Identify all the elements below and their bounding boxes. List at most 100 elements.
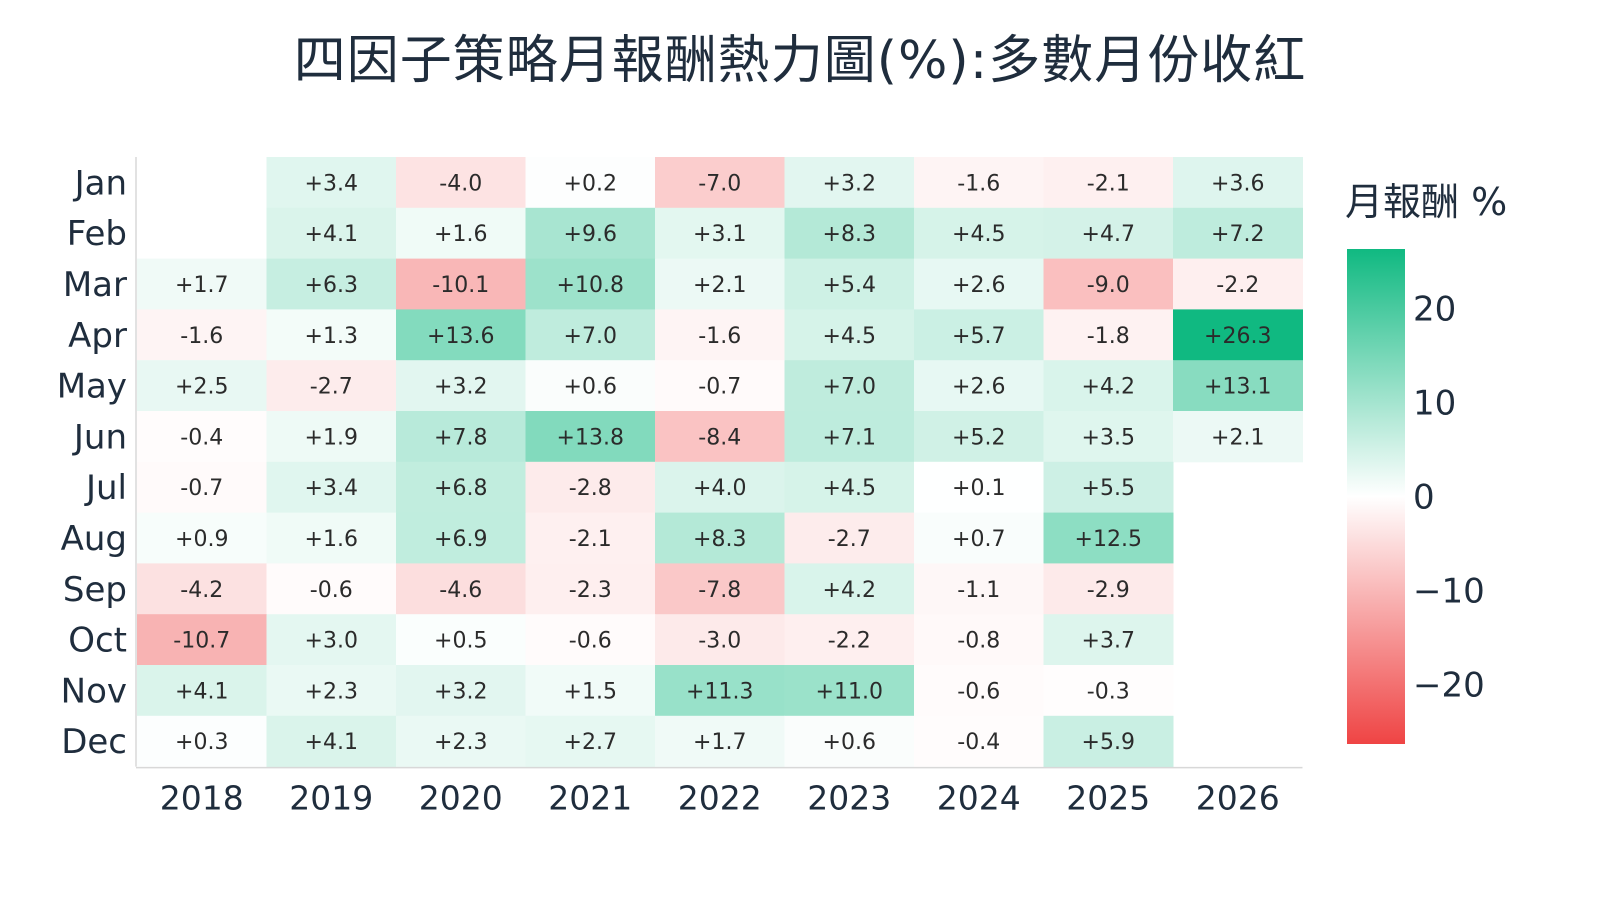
heatmap-cell-jul-2022 (655, 461, 785, 514)
cell-label-nov-2019: +2.3 (305, 679, 358, 704)
heatmap-cell-jul-2023 (784, 461, 915, 514)
y-tick-label-feb: Feb (67, 214, 127, 254)
cell-label-jan-2023: +3.2 (823, 171, 876, 196)
heatmap-cell-feb-2025 (1043, 207, 1174, 260)
heatmap-cell-jun-2026 (1173, 411, 1303, 463)
cell-label-apr-2020: +13.6 (427, 324, 494, 349)
colorbar-tick-0: 0 (1413, 478, 1435, 518)
heatmap-cell-oct-2023 (784, 614, 915, 666)
cell-label-feb-2019: +4.1 (305, 222, 358, 247)
heatmap-cell-jun-2024 (914, 411, 1044, 463)
heatmap-cell-may-2020 (396, 360, 526, 412)
heatmap-cell-jul-2025 (1043, 461, 1174, 514)
y-tick-label-nov: Nov (61, 671, 127, 711)
heatmap-cell-may-2021 (525, 360, 656, 412)
y-tick-label-jan: Jan (73, 163, 127, 203)
cell-label-feb-2020: +1.6 (434, 222, 487, 247)
cell-label-jul-2024: +0.1 (952, 476, 1005, 501)
cell-label-jan-2019: +3.4 (305, 171, 358, 196)
heatmap-cell-oct-2025 (1043, 614, 1174, 666)
cell-label-jan-2025: -2.1 (1087, 171, 1130, 196)
heatmap-cell-dec-2022 (655, 715, 785, 768)
x-tick-label-2026: 2026 (1196, 779, 1280, 818)
cell-label-jun-2023: +7.1 (823, 425, 876, 450)
cell-label-mar-2019: +6.3 (305, 273, 358, 298)
cell-label-jun-2024: +5.2 (952, 425, 1005, 450)
x-tick-label-2021: 2021 (548, 779, 632, 818)
heatmap-cell-nov-2021 (525, 665, 656, 717)
heatmap-cell-aug-2020 (396, 512, 526, 564)
cell-label-jun-2020: +7.8 (434, 425, 487, 450)
cell-label-jan-2022: -7.0 (698, 171, 741, 196)
heatmap-cell-aug-2025 (1043, 512, 1174, 564)
cell-label-feb-2024: +4.5 (952, 222, 1005, 247)
colorbar-title: 月報酬 % (1345, 180, 1507, 224)
heatmap-cell-mar-2020 (396, 258, 526, 310)
heatmap-cell-may-2022 (655, 360, 785, 412)
heatmap-cell-nov-2023 (784, 665, 915, 717)
cell-label-apr-2019: +1.3 (305, 324, 358, 349)
heatmap-cell-nov-2022 (655, 665, 785, 717)
cell-label-dec-2018: +0.3 (175, 730, 228, 755)
cell-label-apr-2024: +5.7 (952, 324, 1005, 349)
cell-label-nov-2022: +11.3 (686, 679, 753, 704)
x-tick-label-2018: 2018 (160, 779, 244, 818)
heatmap-cell-apr-2026 (1173, 309, 1303, 361)
cell-label-aug-2022: +8.3 (693, 527, 746, 552)
heatmap-cell-mar-2021 (525, 258, 656, 310)
cell-label-aug-2019: +1.6 (305, 527, 358, 552)
cell-label-may-2018: +2.5 (175, 375, 228, 400)
x-tick-label-2024: 2024 (937, 779, 1021, 818)
cell-label-may-2025: +4.2 (1082, 375, 1135, 400)
heatmap-cell-feb-2024 (914, 207, 1044, 260)
heatmap-cell-mar-2022 (655, 258, 785, 310)
heatmap-cell-dec-2019 (266, 715, 397, 768)
x-tick-label-2020: 2020 (419, 779, 503, 818)
cell-label-oct-2022: -3.0 (698, 629, 741, 654)
heatmap-cell-feb-2023 (784, 207, 915, 260)
heatmap-cell-jul-2020 (396, 461, 526, 514)
cell-label-jul-2018: -0.7 (180, 476, 223, 501)
cell-label-dec-2023: +0.6 (823, 730, 876, 755)
y-tick-label-oct: Oct (68, 621, 127, 661)
heatmap-cell-dec-2025 (1043, 715, 1174, 768)
heatmap-cell-may-2018 (137, 360, 267, 412)
cell-label-dec-2022: +1.7 (693, 730, 746, 755)
cell-label-mar-2025: -9.0 (1087, 273, 1130, 298)
heatmap-cell-nov-2025 (1043, 665, 1174, 717)
heatmap-cell-jul-2019 (266, 461, 397, 514)
heatmap-cell-feb-2020 (396, 207, 526, 260)
heatmap-cell-jul-2024 (914, 461, 1044, 514)
cell-label-sep-2018: -4.2 (180, 578, 223, 603)
heatmap-cell-sep-2020 (396, 563, 526, 615)
y-tick-label-jun: Jun (72, 417, 127, 457)
cell-label-dec-2024: -0.4 (957, 730, 1000, 755)
heatmap-cell-jan-2026 (1173, 157, 1303, 209)
heatmap-cell-oct-2018 (137, 614, 267, 666)
cell-label-may-2020: +3.2 (434, 375, 487, 400)
cell-label-feb-2026: +7.2 (1211, 222, 1264, 247)
heatmap-cell-mar-2019 (266, 258, 397, 310)
cell-label-oct-2021: -0.6 (569, 629, 612, 654)
y-tick-label-aug: Aug (61, 519, 127, 559)
cell-label-may-2024: +2.6 (952, 375, 1005, 400)
heatmap-cell-jun-2023 (784, 411, 915, 463)
cell-label-oct-2020: +0.5 (434, 629, 487, 654)
chart-title: 四因子策略月報酬熱力圖(%):多數月份收紅 (293, 31, 1307, 91)
cell-label-mar-2023: +5.4 (823, 273, 876, 298)
cell-label-jun-2018: -0.4 (180, 425, 223, 450)
heatmap-cell-mar-2025 (1043, 258, 1174, 310)
heatmap-cell-may-2026 (1173, 360, 1303, 412)
heatmap-cell-dec-2023 (784, 715, 915, 768)
cell-label-feb-2025: +4.7 (1082, 222, 1135, 247)
cell-label-jul-2022: +4.0 (693, 476, 746, 501)
colorbar-tick-10: 10 (1413, 383, 1456, 423)
cell-label-mar-2018: +1.7 (175, 273, 228, 298)
heatmap-cell-jan-2025 (1043, 157, 1174, 209)
heatmap-cell-aug-2022 (655, 512, 785, 564)
heatmap-cell-aug-2024 (914, 512, 1044, 564)
heatmap-cell-nov-2024 (914, 665, 1044, 717)
cell-label-jan-2026: +3.6 (1211, 171, 1264, 196)
heatmap-cell-apr-2023 (784, 309, 915, 361)
cell-label-mar-2021: +10.8 (557, 273, 624, 298)
